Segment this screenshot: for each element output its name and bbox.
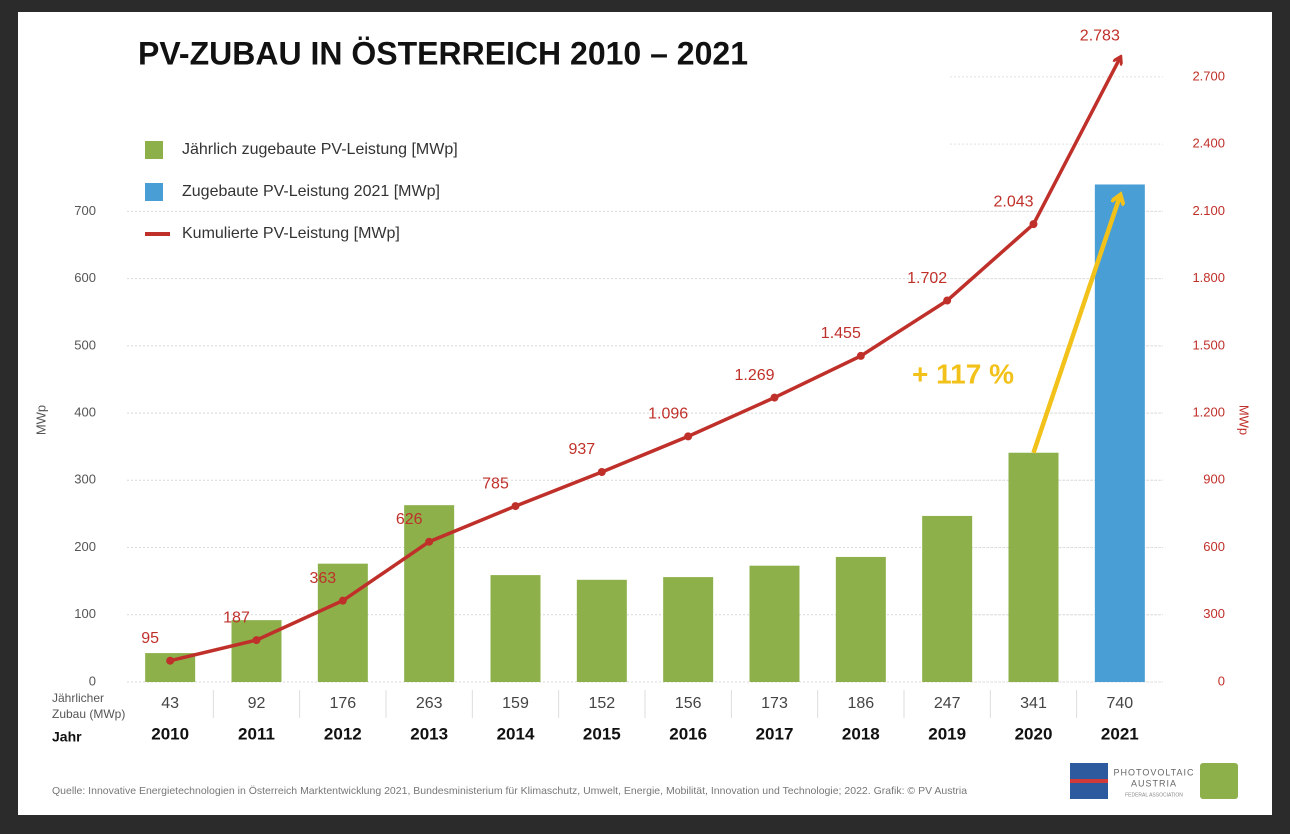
x-tick-label: 2010 [151,724,189,743]
bar [576,579,627,682]
line [169,58,1120,663]
table-value: 186 [847,695,874,712]
bar [404,505,455,682]
table-value: 156 [675,695,702,712]
bar [749,565,800,682]
data-label: 363 [309,570,336,587]
bar [663,577,714,682]
x-tick-label: 2016 [669,724,707,743]
logo-battery [1200,763,1238,799]
x-tick-label: 2020 [1015,724,1053,743]
legend-label: Zugebaute PV-Leistung 2021 [MWp] [182,183,440,200]
x-tick-label: 2013 [410,724,448,743]
data-label: 1.702 [907,270,947,287]
data-label: 785 [482,475,509,492]
data-label: 937 [568,441,595,458]
logo-text: AUSTRIA [1131,778,1177,788]
legend-swatch [145,141,163,159]
y2-tick-label: 0 [1218,673,1225,688]
table-row-label: Zubau (MWp) [52,707,125,721]
source: Quelle: Innovative Energietechnologien i… [52,785,967,797]
chart-title: PV-ZUBAU IN ÖSTERREICH 2010 – 2021 [138,35,748,71]
bar [231,620,282,682]
x-tick-label: 2021 [1101,724,1139,743]
annotation: + 117 % [912,358,1014,389]
y2-tick-label: 600 [1203,539,1225,554]
y-tick-label: 0 [89,673,96,688]
x-tick-label: 2017 [756,724,794,743]
point [511,502,520,511]
y2-tick-label: 1.800 [1192,270,1225,285]
table-value: 247 [934,695,961,712]
point [1029,220,1038,229]
table-value: 341 [1020,695,1047,712]
table-year-label: Jahr [52,729,82,745]
legend-label: Kumulierte PV-Leistung [MWp] [182,225,400,242]
point [684,432,693,441]
point [425,537,434,546]
x-tick-label: 2011 [238,724,275,743]
x-tick-label: 2015 [583,724,621,743]
table-value: 43 [161,695,179,712]
data-label: 95 [141,630,159,647]
point [166,656,175,665]
data-label: 1.096 [648,406,688,423]
data-label: 1.455 [821,325,861,342]
data-label: 187 [223,609,250,626]
y2-tick-label: 2.100 [1192,203,1225,218]
data-label: 2.783 [1080,28,1120,45]
y-tick-label: 100 [74,606,96,621]
y2-tick-label: 300 [1203,606,1225,621]
point [252,636,261,645]
point [770,393,779,402]
y-tick-label: 600 [74,270,96,285]
y-axis-label: MWp [33,405,48,435]
point [597,468,606,477]
y2-tick-label: 2.400 [1192,136,1225,151]
x-tick-label: 2012 [324,724,362,743]
y-tick-label: 400 [74,405,96,420]
bar [922,515,973,682]
table-row-label: Jährlicher [52,691,104,705]
annotation-arrow [1031,196,1120,454]
table-value: 263 [416,695,443,712]
logo-text: FEDERAL ASSOCIATION [1125,792,1183,798]
x-tick-label: 2019 [928,724,966,743]
y2-tick-label: 900 [1203,472,1225,487]
data-label: 1.269 [734,367,774,384]
table-value: 152 [588,695,615,712]
logo: PHOTOVOLTAIC AUSTRIA FEDERAL ASSOCIATION [1070,763,1238,799]
point [856,351,865,360]
bar [835,556,886,682]
table-value: 173 [761,695,788,712]
x-tick-label: 2014 [497,724,535,743]
y-tick-label: 200 [74,539,96,554]
y2-tick-label: 1.200 [1192,405,1225,420]
logo-text: PHOTOVOLTAIC [1113,767,1194,777]
y-tick-label: 300 [74,472,96,487]
data-label: 2.043 [993,193,1033,210]
bar [490,575,541,682]
table-value: 740 [1106,695,1133,712]
table-value: 176 [329,695,356,712]
point [943,296,952,305]
table-value: 159 [502,695,529,712]
bar [1008,452,1059,682]
legend-swatch [145,183,163,201]
x-tick-label: 2018 [842,724,880,743]
y-tick-label: 700 [74,203,96,218]
bar [317,563,368,682]
y2-axis-label: MWp [1237,405,1252,435]
y2-tick-label: 1.500 [1192,337,1225,352]
data-label: 626 [396,511,423,528]
legend-label: Jährlich zugebaute PV-Leistung [MWp] [182,141,458,158]
y2-tick-label: 2.700 [1192,68,1225,83]
bar [1094,184,1145,682]
point [338,596,347,605]
logo-stripe [1070,779,1108,783]
y-tick-label: 500 [74,337,96,352]
table-value: 92 [248,695,266,712]
